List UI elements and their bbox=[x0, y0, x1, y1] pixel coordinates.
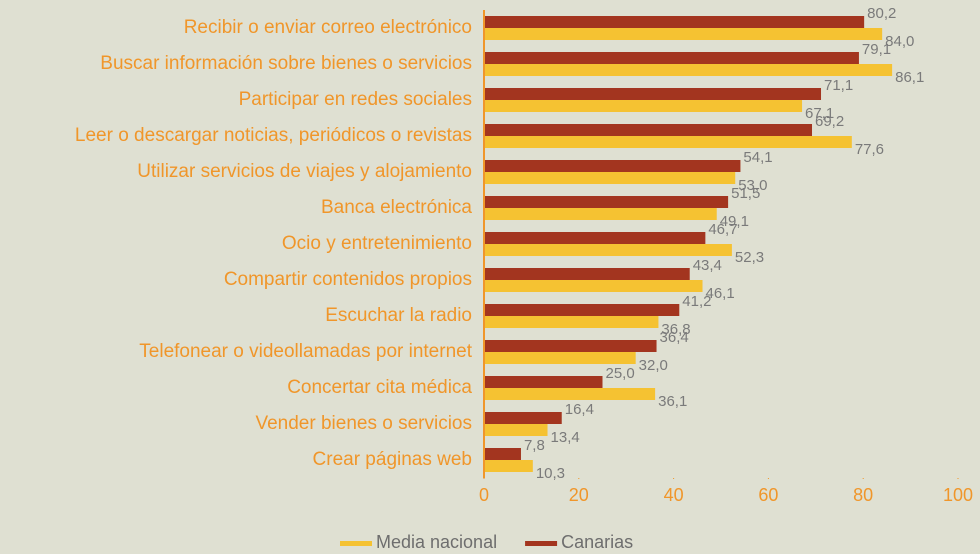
x-tick-label: 80 bbox=[853, 485, 873, 505]
x-tick-label: 60 bbox=[758, 485, 778, 505]
x-tick-label: 20 bbox=[569, 485, 589, 505]
value-label: 84,0 bbox=[885, 33, 914, 50]
bar bbox=[484, 124, 813, 136]
value-label: 53,0 bbox=[738, 177, 767, 194]
category-label: Utilizar servicios de viajes y alojamien… bbox=[137, 161, 472, 182]
category-label: Participar en redes sociales bbox=[239, 89, 472, 110]
bar bbox=[484, 64, 893, 76]
bar bbox=[484, 268, 690, 280]
value-label: 36,8 bbox=[661, 321, 690, 338]
value-label: 52,3 bbox=[735, 249, 764, 266]
legend-label: Media nacional bbox=[376, 532, 497, 552]
value-label: 41,2 bbox=[682, 293, 711, 310]
bar bbox=[484, 160, 741, 172]
category-label: Compartir contenidos propios bbox=[224, 269, 472, 290]
value-label: 16,4 bbox=[565, 401, 594, 418]
value-label: 86,1 bbox=[895, 69, 924, 86]
category-label: Telefonear o videollamadas por internet bbox=[139, 341, 472, 362]
bar bbox=[484, 304, 680, 316]
category-label: Recibir o enviar correo electrónico bbox=[184, 17, 472, 38]
category-label: Vender bienes o servicios bbox=[255, 413, 472, 434]
bar bbox=[484, 196, 729, 208]
legend-label: Canarias bbox=[561, 532, 633, 552]
value-label: 51,5 bbox=[731, 185, 760, 202]
bar bbox=[484, 460, 533, 472]
bar bbox=[484, 100, 803, 112]
category-label: Escuchar la radio bbox=[325, 305, 472, 326]
value-label: 25,0 bbox=[606, 365, 635, 382]
value-label: 7,8 bbox=[524, 437, 545, 454]
value-label: 46,7 bbox=[708, 221, 737, 238]
bar bbox=[484, 52, 859, 64]
x-tick-label: 0 bbox=[479, 485, 489, 505]
bar bbox=[484, 352, 636, 364]
legend-swatch bbox=[340, 541, 372, 546]
bar bbox=[484, 388, 656, 400]
bar bbox=[484, 16, 865, 28]
bar bbox=[484, 88, 822, 100]
bar bbox=[484, 28, 883, 40]
category-label: Buscar información sobre bienes o servic… bbox=[100, 53, 472, 74]
value-label: 79,1 bbox=[862, 41, 891, 58]
value-label: 71,1 bbox=[824, 77, 853, 94]
category-label: Leer o descargar noticias, periódicos o … bbox=[75, 125, 472, 146]
category-label: Concertar cita médica bbox=[287, 377, 472, 398]
value-label: 43,4 bbox=[693, 257, 722, 274]
bar bbox=[484, 376, 603, 388]
legend-swatch bbox=[525, 541, 558, 546]
value-label: 69,2 bbox=[815, 113, 844, 130]
value-label: 67,1 bbox=[805, 105, 834, 122]
x-tick-label: 40 bbox=[664, 485, 684, 505]
category-label: Banca electrónica bbox=[321, 197, 472, 218]
bar bbox=[484, 316, 659, 328]
bar bbox=[484, 424, 548, 436]
bar bbox=[484, 136, 852, 148]
bar bbox=[484, 280, 703, 292]
bar bbox=[484, 244, 732, 256]
category-label: Ocio y entretenimiento bbox=[282, 233, 472, 254]
x-tick-label: 100 bbox=[943, 485, 973, 505]
value-label: 36,1 bbox=[658, 393, 687, 410]
bar bbox=[484, 172, 736, 184]
value-label: 36,4 bbox=[660, 329, 689, 346]
value-label: 77,6 bbox=[855, 141, 884, 158]
value-label: 46,1 bbox=[706, 285, 735, 302]
value-label: 32,0 bbox=[639, 357, 668, 374]
bar bbox=[484, 232, 706, 244]
bar bbox=[484, 448, 521, 460]
value-label: 10,3 bbox=[536, 465, 565, 482]
value-label: 80,2 bbox=[867, 5, 896, 22]
value-label: 54,1 bbox=[743, 149, 772, 166]
category-label: Crear páginas web bbox=[313, 449, 472, 470]
bar bbox=[484, 412, 562, 424]
bar bbox=[484, 208, 717, 220]
value-label: 49,1 bbox=[720, 213, 749, 230]
bar bbox=[484, 340, 657, 352]
value-label: 13,4 bbox=[551, 429, 580, 446]
